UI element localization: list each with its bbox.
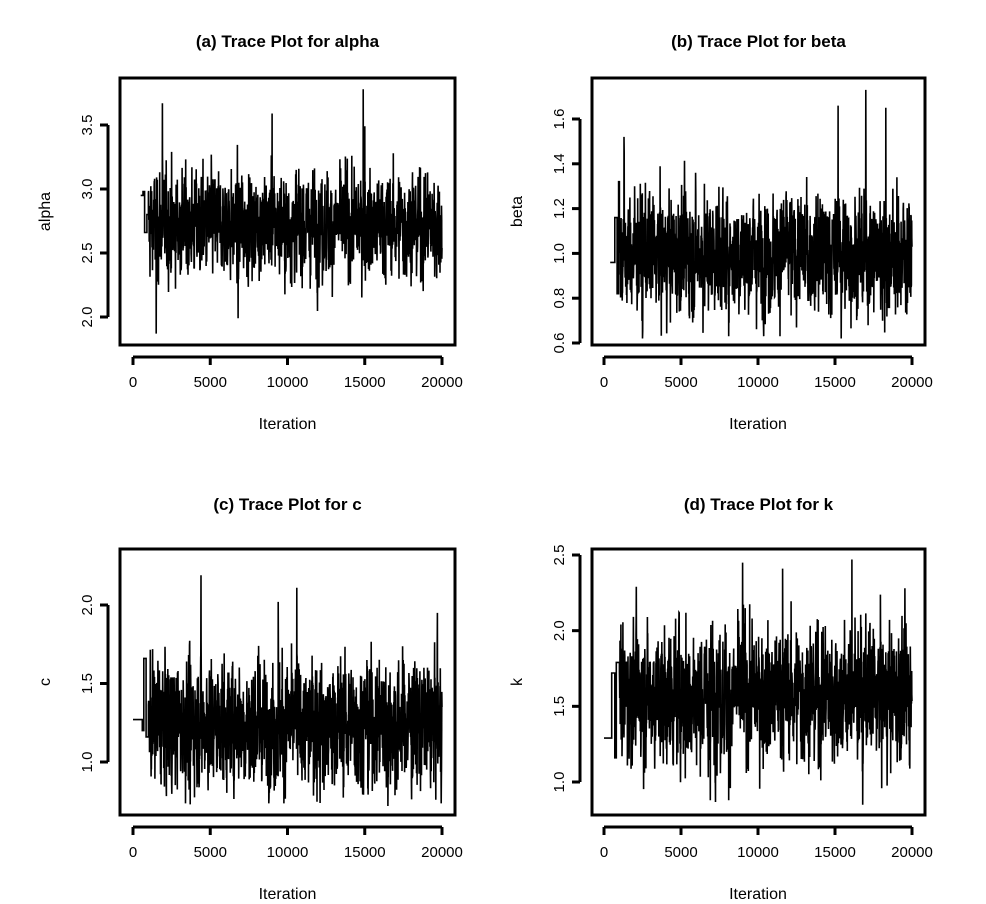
trace-panel-c: (c) Trace Plot for c 0 5000 10000 15000 20000… [37,495,463,903]
x-tick-label: 15000 [344,844,386,861]
x-tick-label: 5000 [664,374,697,391]
y-axis-label: beta [509,196,526,227]
x-tick-label: 15000 [814,844,856,861]
plot-frame [118,76,457,347]
x-tick-label: 5000 [194,374,227,391]
x-tick-label: 5000 [194,844,227,861]
y-tick-label: 2.5 [79,243,96,264]
x-tick-label: 0 [129,844,137,861]
trace-line-alpha [140,89,443,334]
x-axis: 0 5000 10000 15000 20000 [600,825,933,861]
y-tick-label: 1.4 [551,153,568,174]
trace-panel-k: (d) Trace Plot for k 0 5000 10000 15000 20000… [509,495,933,903]
y-tick-label: 1.2 [551,198,568,219]
x-axis: 0 5000 10000 15000 20000 [129,825,463,861]
chart-title: (a) Trace Plot for alpha [196,32,380,51]
y-tick-label: 2.5 [551,545,568,566]
x-tick-label: 15000 [814,374,856,391]
y-tick-label: 3.5 [79,115,96,136]
x-axis: 0 5000 10000 15000 20000 [129,355,463,391]
x-tick-label: 10000 [267,844,309,861]
x-axis: 0 5000 10000 15000 20000 [600,355,933,391]
y-axis: 1.0 1.5 2.0 [79,595,110,773]
x-axis-label: Iteration [729,416,787,433]
y-axis-label: k [509,677,526,686]
y-tick-label: 2.0 [79,307,96,328]
y-axis: 1.0 1.5 2.0 2.5 [551,545,582,793]
trace-panel-alpha: (a) Trace Plot for alpha 0 5000 10000 15000 2… [37,32,463,433]
x-axis-label: Iteration [259,886,317,903]
plot-frame [118,547,457,817]
y-tick-label: 1.5 [79,673,96,694]
trace-panel-beta: (b) Trace Plot for beta 0 5000 10000 15000 20… [509,32,933,433]
x-tick-label: 20000 [891,844,933,861]
y-axis-label: c [37,678,54,686]
x-tick-label: 5000 [664,844,697,861]
x-tick-label: 10000 [267,374,309,391]
x-tick-label: 20000 [421,374,463,391]
trace-line-beta [610,89,913,339]
trace-line-k [604,559,913,805]
y-tick-label: 2.0 [79,595,96,616]
y-tick-label: 1.0 [79,752,96,773]
chart-title: (d) Trace Plot for k [684,495,834,514]
y-axis: 2.0 2.5 3.0 3.5 [79,115,110,328]
x-axis-label: Iteration [259,416,317,433]
y-tick-label: 3.0 [79,179,96,200]
x-tick-label: 0 [600,374,608,391]
x-tick-label: 10000 [737,374,779,391]
x-tick-label: 20000 [891,374,933,391]
x-tick-label: 10000 [737,844,779,861]
chart-title: (b) Trace Plot for beta [671,32,846,51]
y-tick-label: 1.5 [551,696,568,717]
y-axis-label: alpha [37,192,54,231]
chart-title: (c) Trace Plot for c [213,495,361,514]
x-tick-label: 15000 [344,374,386,391]
x-tick-label: 0 [600,844,608,861]
x-tick-label: 0 [129,374,137,391]
trace-line-c [133,575,443,807]
x-tick-label: 20000 [421,844,463,861]
y-tick-label: 0.8 [551,288,568,309]
y-axis: 0.6 0.8 1.0 1.2 1.4 1.6 [551,109,582,354]
y-tick-label: 1.0 [551,772,568,793]
x-axis-label: Iteration [729,886,787,903]
y-tick-label: 2.0 [551,620,568,641]
y-tick-label: 1.6 [551,109,568,130]
y-tick-label: 1.0 [551,243,568,264]
y-tick-label: 0.6 [551,333,568,354]
plot-frame [590,76,927,347]
plot-frame [590,547,927,817]
